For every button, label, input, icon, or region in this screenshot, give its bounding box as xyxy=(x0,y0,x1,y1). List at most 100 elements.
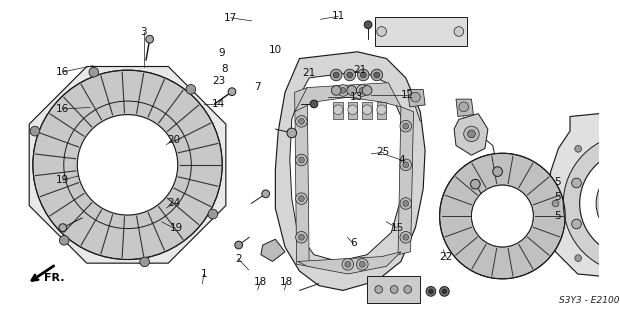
Circle shape xyxy=(404,285,412,293)
Circle shape xyxy=(140,257,149,267)
Circle shape xyxy=(611,182,620,225)
Text: 20: 20 xyxy=(167,135,180,145)
Circle shape xyxy=(400,120,412,132)
Circle shape xyxy=(493,167,502,176)
Text: 23: 23 xyxy=(212,76,225,86)
Circle shape xyxy=(377,27,386,36)
Circle shape xyxy=(360,72,366,78)
Polygon shape xyxy=(348,102,358,119)
Polygon shape xyxy=(275,52,425,291)
Polygon shape xyxy=(398,107,414,255)
Bar xyxy=(375,17,467,46)
Text: 21: 21 xyxy=(302,68,315,78)
Circle shape xyxy=(410,92,420,102)
Text: 5: 5 xyxy=(554,177,560,187)
Circle shape xyxy=(358,69,369,81)
Polygon shape xyxy=(362,102,372,119)
Circle shape xyxy=(360,88,365,93)
Circle shape xyxy=(59,224,67,231)
Circle shape xyxy=(575,146,582,152)
Circle shape xyxy=(403,123,409,129)
Text: 19: 19 xyxy=(170,223,184,233)
Circle shape xyxy=(471,185,533,247)
Text: 3: 3 xyxy=(141,27,147,37)
Circle shape xyxy=(345,261,351,267)
Circle shape xyxy=(552,200,559,207)
Circle shape xyxy=(347,86,356,95)
Circle shape xyxy=(186,84,196,94)
Circle shape xyxy=(146,36,154,43)
Polygon shape xyxy=(298,252,401,274)
Circle shape xyxy=(572,219,582,229)
Polygon shape xyxy=(454,114,488,155)
Polygon shape xyxy=(29,67,226,263)
Text: 12: 12 xyxy=(401,90,414,100)
Text: 19: 19 xyxy=(56,175,69,185)
Circle shape xyxy=(572,178,582,188)
Text: 7: 7 xyxy=(254,82,261,92)
Text: 4: 4 xyxy=(398,155,405,165)
Text: 11: 11 xyxy=(332,11,345,21)
Text: 9: 9 xyxy=(218,48,225,58)
Circle shape xyxy=(331,86,341,95)
Circle shape xyxy=(299,118,304,124)
Circle shape xyxy=(310,100,318,108)
Circle shape xyxy=(342,259,353,270)
Polygon shape xyxy=(408,90,425,107)
Circle shape xyxy=(471,179,480,189)
Circle shape xyxy=(334,72,339,78)
Circle shape xyxy=(403,162,409,168)
Text: 15: 15 xyxy=(391,223,404,233)
Circle shape xyxy=(299,234,304,240)
Text: 5: 5 xyxy=(554,211,560,221)
Circle shape xyxy=(575,255,582,261)
Text: 6: 6 xyxy=(350,238,356,248)
Circle shape xyxy=(262,190,270,198)
Circle shape xyxy=(33,70,222,260)
Circle shape xyxy=(440,287,450,296)
Text: 10: 10 xyxy=(269,45,282,55)
Circle shape xyxy=(464,126,479,142)
Circle shape xyxy=(454,27,464,36)
Text: 25: 25 xyxy=(377,147,390,157)
Circle shape xyxy=(30,126,40,136)
Circle shape xyxy=(426,287,436,296)
Circle shape xyxy=(89,68,99,77)
Circle shape xyxy=(296,193,308,204)
Circle shape xyxy=(596,167,620,240)
Text: S3Y3 - E2100: S3Y3 - E2100 xyxy=(559,296,619,305)
Circle shape xyxy=(334,105,343,115)
Text: 16: 16 xyxy=(56,67,69,77)
Text: 8: 8 xyxy=(221,64,228,74)
Circle shape xyxy=(287,128,296,138)
Circle shape xyxy=(400,159,412,171)
Text: 16: 16 xyxy=(56,104,69,114)
Circle shape xyxy=(467,130,476,138)
Text: 14: 14 xyxy=(212,99,225,109)
Circle shape xyxy=(347,72,353,78)
Circle shape xyxy=(228,88,236,96)
Circle shape xyxy=(580,150,620,257)
Circle shape xyxy=(440,153,565,279)
Text: 24: 24 xyxy=(167,198,180,208)
Circle shape xyxy=(337,85,349,96)
Text: 21: 21 xyxy=(353,65,366,75)
Circle shape xyxy=(299,196,304,202)
Text: 18: 18 xyxy=(254,276,267,286)
Text: FR.: FR. xyxy=(45,273,65,283)
Polygon shape xyxy=(294,88,309,266)
Text: 22: 22 xyxy=(440,252,453,262)
Polygon shape xyxy=(377,102,386,119)
Polygon shape xyxy=(548,112,620,278)
Text: 17: 17 xyxy=(224,13,237,23)
Circle shape xyxy=(608,142,617,152)
Circle shape xyxy=(299,157,304,163)
Circle shape xyxy=(471,185,533,247)
Circle shape xyxy=(374,72,379,78)
Circle shape xyxy=(563,134,620,273)
Circle shape xyxy=(235,241,242,249)
Circle shape xyxy=(348,105,358,115)
Circle shape xyxy=(362,105,372,115)
Circle shape xyxy=(356,259,368,270)
Polygon shape xyxy=(456,99,474,116)
